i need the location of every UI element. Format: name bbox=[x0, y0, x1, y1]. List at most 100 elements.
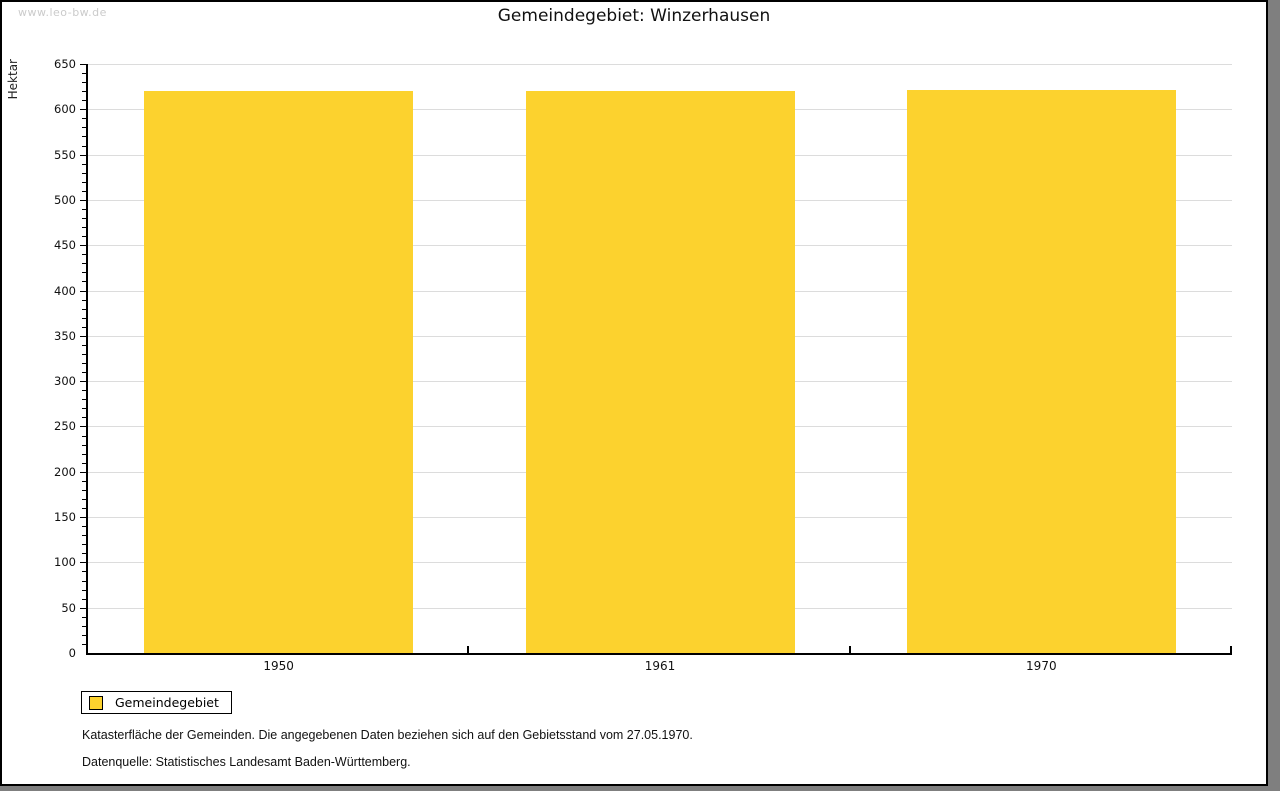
footnote-description: Katasterfläche der Gemeinden. Die angege… bbox=[82, 728, 693, 742]
y-axis-tick-370 bbox=[82, 317, 88, 319]
y-axis-tick-310 bbox=[82, 372, 88, 374]
y-tick-label-50: 50 bbox=[61, 600, 76, 615]
y-tick-label-100: 100 bbox=[54, 555, 76, 570]
y-axis-tick-590 bbox=[82, 118, 88, 120]
y-axis-tick-480 bbox=[82, 218, 88, 220]
y-axis-tick-250 bbox=[80, 426, 88, 428]
y-tick-label-0: 0 bbox=[68, 646, 76, 660]
x-category-label-1950: 1950 bbox=[263, 659, 294, 673]
chart-title: Gemeindegebiet: Winzerhausen bbox=[497, 6, 771, 26]
y-axis-tick-10 bbox=[82, 643, 88, 645]
y-axis-tick-450 bbox=[80, 245, 88, 247]
y-axis-tick-600 bbox=[80, 109, 88, 111]
y-axis-tick-190 bbox=[82, 480, 88, 482]
y-axis-tick-630 bbox=[82, 82, 88, 84]
y-axis-tick-130 bbox=[82, 535, 88, 537]
y-tick-label-150: 150 bbox=[54, 510, 76, 525]
y-axis-tick-570 bbox=[82, 136, 88, 138]
y-axis-tick-170 bbox=[82, 498, 88, 500]
y-tick-label-250: 250 bbox=[54, 419, 76, 434]
y-axis-tick-210 bbox=[82, 462, 88, 464]
y-axis-tick-30 bbox=[82, 625, 88, 627]
y-axis-tick-90 bbox=[82, 571, 88, 573]
y-axis-tick-260 bbox=[82, 417, 88, 419]
y-axis-tick-560 bbox=[82, 145, 88, 147]
y-axis-tick-390 bbox=[82, 299, 88, 301]
y-axis-tick-150 bbox=[80, 517, 88, 519]
y-axis-tick-430 bbox=[82, 263, 88, 265]
y-axis-tick-120 bbox=[82, 544, 88, 546]
x-category-label-1970: 1970 bbox=[1026, 659, 1057, 673]
y-axis-tick-580 bbox=[82, 127, 88, 129]
legend-color-swatch bbox=[89, 695, 103, 710]
y-axis-tick-320 bbox=[82, 363, 88, 365]
y-tick-label-400: 400 bbox=[54, 283, 76, 298]
y-tick-label-650: 650 bbox=[54, 57, 76, 71]
y-axis-tick-180 bbox=[82, 489, 88, 491]
y-axis-tick-40 bbox=[82, 616, 88, 618]
y-axis-tick-410 bbox=[82, 281, 88, 283]
x-axis-tick-3 bbox=[1230, 646, 1232, 653]
bar-1961 bbox=[525, 91, 795, 653]
y-axis-tick-340 bbox=[82, 344, 88, 346]
y-axis-tick-490 bbox=[82, 208, 88, 210]
x-axis-tick-2 bbox=[848, 646, 851, 653]
y-axis-tick-650 bbox=[80, 64, 88, 65]
y-axis-tick-620 bbox=[82, 91, 88, 93]
y-axis-tick-230 bbox=[82, 444, 88, 446]
gridline-650 bbox=[88, 64, 1232, 65]
y-axis-tick-640 bbox=[82, 73, 88, 75]
y-axis-tick-20 bbox=[82, 634, 88, 636]
y-axis-tick-460 bbox=[82, 236, 88, 238]
plot-area bbox=[80, 64, 1232, 655]
y-axis-label: Hektar bbox=[6, 59, 20, 100]
y-tick-label-450: 450 bbox=[54, 238, 76, 253]
y-axis-tick-440 bbox=[82, 254, 88, 256]
y-tick-label-350: 350 bbox=[54, 328, 76, 343]
y-axis-tick-80 bbox=[82, 580, 88, 582]
y-axis-tick-240 bbox=[82, 435, 88, 437]
y-axis-tick-300 bbox=[80, 381, 88, 383]
y-axis-tick-140 bbox=[82, 526, 88, 528]
bar-1950 bbox=[144, 91, 414, 653]
legend-label: Gemeindegebiet bbox=[115, 695, 219, 710]
y-tick-label-500: 500 bbox=[54, 192, 76, 207]
y-tick-label-550: 550 bbox=[54, 147, 76, 162]
y-axis-tick-270 bbox=[82, 408, 88, 410]
x-category-label-1961: 1961 bbox=[644, 659, 676, 673]
y-axis-tick-60 bbox=[82, 598, 88, 600]
y-axis-tick-360 bbox=[82, 326, 88, 328]
y-axis-tick-540 bbox=[82, 163, 88, 165]
y-axis-tick-530 bbox=[82, 172, 88, 174]
y-axis-tick-200 bbox=[80, 471, 88, 473]
y-axis-tick-220 bbox=[82, 453, 88, 455]
y-axis-tick-350 bbox=[80, 335, 88, 337]
watermark: www.leo-bw.de bbox=[18, 6, 107, 19]
y-tick-label-600: 600 bbox=[54, 102, 76, 117]
y-axis-tick-280 bbox=[82, 399, 88, 401]
y-axis-tick-100 bbox=[80, 562, 88, 564]
y-axis-tick-290 bbox=[82, 390, 88, 392]
y-axis-tick-520 bbox=[82, 181, 88, 183]
y-axis-tick-50 bbox=[80, 607, 88, 609]
bar-1970 bbox=[906, 90, 1176, 653]
y-axis-tick-470 bbox=[82, 227, 88, 229]
y-axis-tick-500 bbox=[80, 199, 88, 201]
y-axis-tick-510 bbox=[82, 190, 88, 192]
y-axis-tick-420 bbox=[82, 272, 88, 274]
y-axis-tick-400 bbox=[80, 290, 88, 292]
y-axis-tick-330 bbox=[82, 353, 88, 355]
y-axis-tick-160 bbox=[82, 508, 88, 509]
footnote-source: Datenquelle: Statistisches Landesamt Bad… bbox=[82, 755, 411, 769]
y-axis-tick-110 bbox=[82, 553, 88, 555]
y-axis-tick-70 bbox=[82, 589, 88, 591]
y-axis-tick-610 bbox=[82, 100, 88, 102]
x-axis-tick-1 bbox=[467, 646, 470, 653]
y-axis-tick-550 bbox=[80, 154, 88, 156]
legend: Gemeindegebiet bbox=[81, 691, 232, 714]
y-tick-label-300: 300 bbox=[54, 374, 76, 389]
y-axis-tick-380 bbox=[82, 308, 88, 310]
y-tick-label-200: 200 bbox=[54, 464, 76, 479]
